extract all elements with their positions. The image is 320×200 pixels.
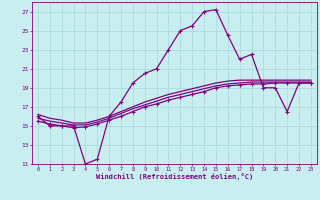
X-axis label: Windchill (Refroidissement éolien,°C): Windchill (Refroidissement éolien,°C) (96, 173, 253, 180)
